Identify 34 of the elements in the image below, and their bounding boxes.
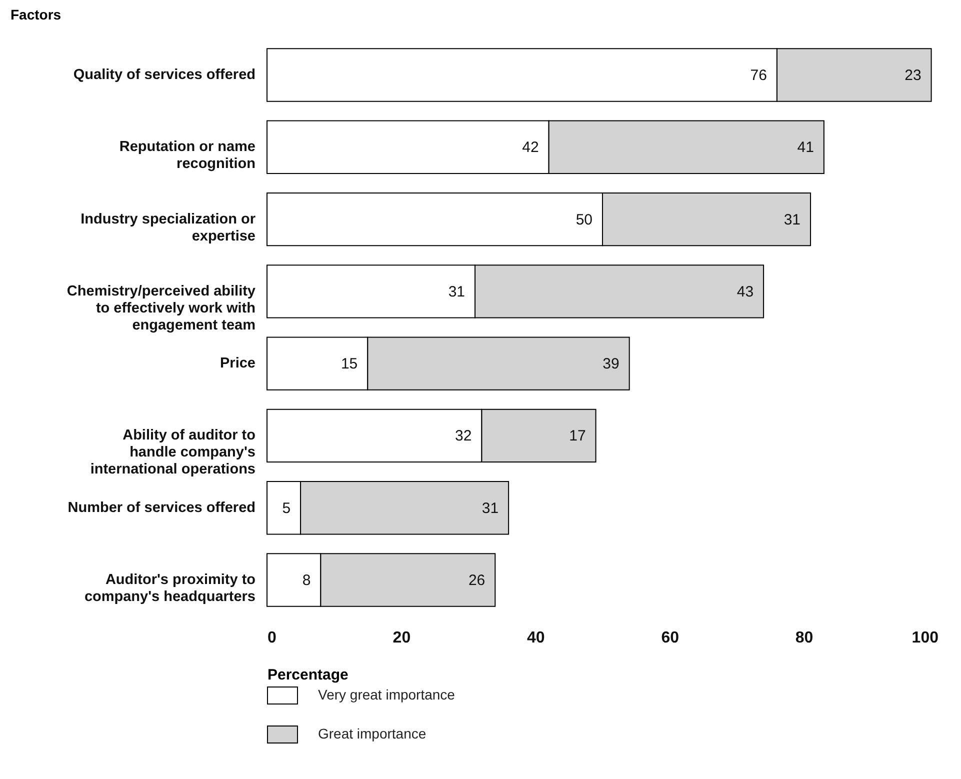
data-label: 39 [602, 356, 620, 373]
x-axis-title: Percentage [268, 666, 348, 684]
data-label: 23 [904, 66, 922, 84]
data-label: 15 [340, 356, 358, 373]
x-tick-label: 100 [912, 630, 939, 646]
y-tick-label: Ability of auditor to handle company's international operations [90, 428, 256, 478]
data-label: 26 [468, 572, 486, 590]
data-label: 32 [455, 428, 472, 445]
data-label: 31 [448, 283, 466, 300]
data-label: 42 [522, 139, 539, 156]
y-tick-label: Auditor's proximity to company's headquarters [84, 572, 256, 606]
y-tick-label: Price [220, 356, 256, 372]
data-label: 43 [736, 283, 754, 300]
data-label: 17 [569, 428, 586, 445]
y-tick-label: Quality of services offered [73, 66, 256, 83]
x-tick-label: 40 [527, 630, 545, 646]
data-label: 41 [797, 139, 814, 156]
x-tick-label: 80 [795, 630, 814, 646]
y-tick-label: Reputation or name recognition [119, 139, 256, 172]
data-label: 31 [482, 500, 499, 517]
data-label: 76 [750, 66, 767, 84]
data-label: 8 [302, 572, 311, 590]
data-label: 31 [784, 211, 801, 228]
y-axis-title: Factors [10, 6, 62, 22]
x-tick-label: 20 [392, 630, 411, 646]
y-tick-label: Number of services offered [68, 500, 256, 516]
legend-label: Very great importance [318, 686, 456, 702]
data-label: 50 [576, 211, 592, 228]
x-tick-label: 0 [268, 630, 276, 646]
legend-label: Great importance [318, 726, 426, 742]
data-label: 5 [282, 500, 291, 517]
x-tick-label: 60 [661, 630, 680, 646]
y-tick-label: Chemistry/perceived ability to effectively work with engagement team [66, 283, 256, 334]
y-tick-label: Industry specialization or expertise [80, 211, 256, 244]
